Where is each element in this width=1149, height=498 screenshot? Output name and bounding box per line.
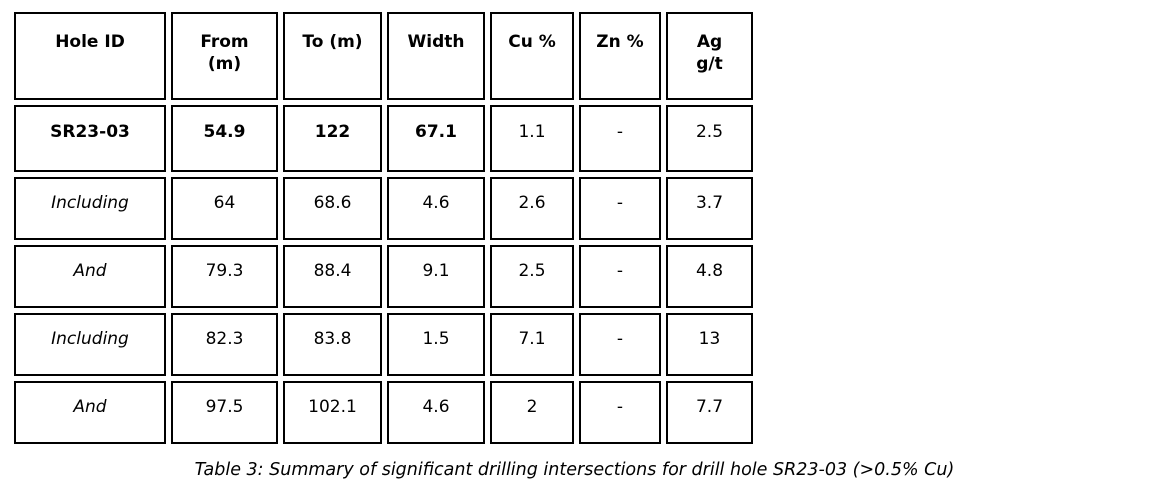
cell-from: 64 <box>171 177 278 240</box>
table-row-sr23-03: SR23-03 54.9 122 67.1 1.1 - 2.5 <box>14 105 753 172</box>
col-header-to-m: To (m) <box>283 12 382 100</box>
cell-from: 54.9 <box>171 105 278 172</box>
cell-ag: 4.8 <box>666 245 753 308</box>
cell-width: 9.1 <box>387 245 485 308</box>
cell-cu: 2.6 <box>490 177 574 240</box>
cell-hole-id: And <box>14 245 166 308</box>
cell-from: 79.3 <box>171 245 278 308</box>
cell-width: 67.1 <box>387 105 485 172</box>
cell-to: 102.1 <box>283 381 382 444</box>
table-row-including-2: Including 82.3 83.8 1.5 7.1 - 13 <box>14 313 753 376</box>
table-row-and-1: And 79.3 88.4 9.1 2.5 - 4.8 <box>14 245 753 308</box>
cell-zn: - <box>579 381 661 444</box>
cell-zn: - <box>579 105 661 172</box>
cell-ag: 7.7 <box>666 381 753 444</box>
cell-hole-id: Including <box>14 313 166 376</box>
cell-from: 97.5 <box>171 381 278 444</box>
cell-to: 83.8 <box>283 313 382 376</box>
cell-zn: - <box>579 313 661 376</box>
cell-ag: 3.7 <box>666 177 753 240</box>
cell-width: 1.5 <box>387 313 485 376</box>
table-row-including-1: Including 64 68.6 4.6 2.6 - 3.7 <box>14 177 753 240</box>
cell-to: 68.6 <box>283 177 382 240</box>
col-header-width: Width <box>387 12 485 100</box>
col-header-hole-id: Hole ID <box>14 12 166 100</box>
col-header-zn-pct: Zn % <box>579 12 661 100</box>
col-header-cu-pct: Cu % <box>490 12 574 100</box>
cell-hole-id: SR23-03 <box>14 105 166 172</box>
cell-cu: 2.5 <box>490 245 574 308</box>
cell-cu: 1.1 <box>490 105 574 172</box>
cell-from: 82.3 <box>171 313 278 376</box>
cell-hole-id: And <box>14 381 166 444</box>
cell-width: 4.6 <box>387 381 485 444</box>
cell-to: 122 <box>283 105 382 172</box>
cell-zn: - <box>579 245 661 308</box>
cell-cu: 2 <box>490 381 574 444</box>
table-caption: Table 3: Summary of significant drilling… <box>194 460 955 480</box>
cell-zn: - <box>579 177 661 240</box>
cell-hole-id: Including <box>14 177 166 240</box>
cell-width: 4.6 <box>387 177 485 240</box>
col-header-ag-gt: Ag g/t <box>666 12 753 100</box>
table-header-row: Hole ID From (m) To (m) Width Cu % Zn % … <box>14 12 753 100</box>
cell-ag: 13 <box>666 313 753 376</box>
drill-results-table: Hole ID From (m) To (m) Width Cu % Zn % … <box>9 7 758 449</box>
table-row-and-2: And 97.5 102.1 4.6 2 - 7.7 <box>14 381 753 444</box>
cell-to: 88.4 <box>283 245 382 308</box>
cell-ag: 2.5 <box>666 105 753 172</box>
col-header-from-m: From (m) <box>171 12 278 100</box>
cell-cu: 7.1 <box>490 313 574 376</box>
